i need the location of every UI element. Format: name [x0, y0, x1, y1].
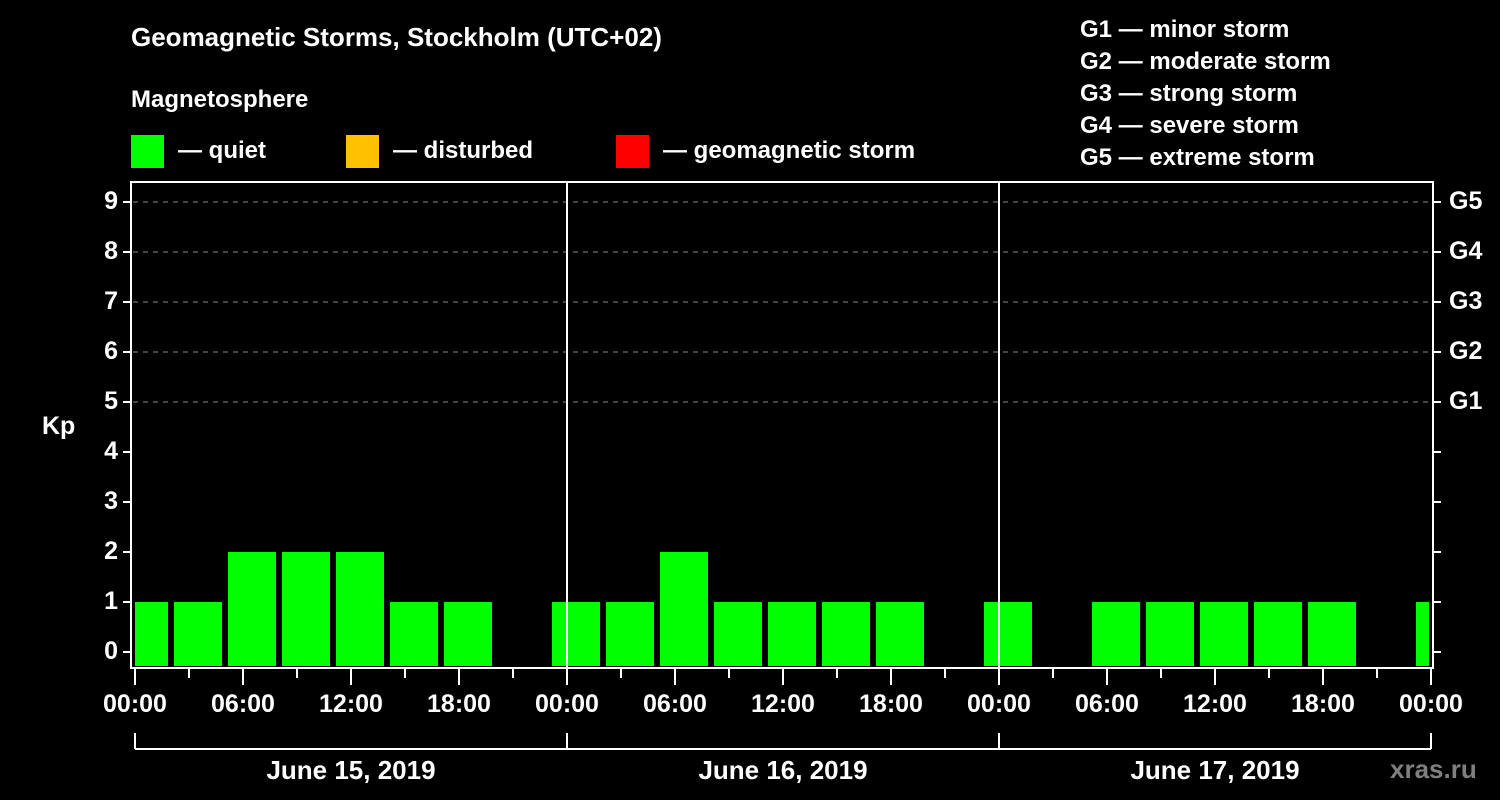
- y-tick-label: 6: [104, 337, 118, 365]
- date-label: June 17, 2019: [1130, 755, 1300, 785]
- kp-bar: [1308, 602, 1356, 666]
- chart-title: Geomagnetic Storms, Stockholm (UTC+02): [131, 22, 662, 52]
- storm-swatch: [616, 134, 649, 168]
- kp-bar: [174, 602, 222, 666]
- kp-bar: [228, 552, 276, 666]
- legend-storm: — geomagnetic storm: [616, 134, 915, 168]
- x-tick-label: 18:00: [427, 690, 491, 718]
- x-tick-label: 00:00: [535, 690, 599, 718]
- y-tick-label: 4: [104, 437, 118, 465]
- quiet-swatch: [131, 134, 164, 168]
- y-tick-label: 8: [104, 237, 118, 265]
- g5-legend: G5 — extreme storm: [1080, 144, 1315, 171]
- y-axis-label: Kp: [42, 412, 76, 440]
- kp-bar: [135, 602, 168, 666]
- x-tick-label: 00:00: [1399, 690, 1463, 718]
- legend-quiet-label: — quiet: [178, 137, 266, 164]
- x-tick-label: 12:00: [1183, 690, 1247, 718]
- kp-bar: [336, 552, 384, 666]
- kp-bar: [1200, 602, 1248, 666]
- g1-legend: G1 — minor storm: [1080, 16, 1290, 43]
- g-level-label: G4: [1449, 237, 1483, 265]
- g2-legend: G2 — moderate storm: [1080, 48, 1331, 75]
- chart-subtitle: Magnetosphere: [131, 86, 309, 113]
- y-tick-label: 7: [104, 287, 118, 315]
- y-tick-label: 0: [104, 637, 118, 665]
- x-tick-label: 18:00: [1291, 690, 1355, 718]
- bars: [135, 552, 1429, 666]
- g-level-label: G1: [1449, 387, 1483, 415]
- y-tick-label: 2: [104, 537, 118, 565]
- x-tick-label: 00:00: [103, 690, 167, 718]
- watermark: xras.ru: [1390, 754, 1477, 784]
- y-tick-label: 3: [104, 487, 118, 515]
- y-tick-label: 1: [104, 587, 118, 615]
- kp-bar: [660, 552, 708, 666]
- kp-bar: [1416, 602, 1429, 666]
- y-tick-label: 5: [104, 387, 118, 415]
- g-level-label: G3: [1449, 287, 1483, 315]
- kp-bar: [768, 602, 816, 666]
- kp-bar: [1254, 602, 1302, 666]
- x-tick-label: 06:00: [643, 690, 707, 718]
- kp-bar: [606, 602, 654, 666]
- kp-bar: [984, 602, 1032, 666]
- kp-bar: [876, 602, 924, 666]
- kp-bar: [390, 602, 438, 666]
- kp-bar: [1092, 602, 1140, 666]
- kp-bar: [282, 552, 330, 666]
- disturbed-swatch: [346, 134, 379, 168]
- legend-disturbed-label: — disturbed: [393, 137, 534, 164]
- kp-bar: [444, 602, 492, 666]
- x-tick-label: 00:00: [967, 690, 1031, 718]
- legend-storm-label: — geomagnetic storm: [663, 137, 916, 164]
- g-level-label: G2: [1449, 337, 1483, 365]
- legend-disturbed: — disturbed: [346, 134, 533, 168]
- kp-bar: [1146, 602, 1194, 666]
- g-scale-legend: G1 — minor storm G2 — moderate storm G3 …: [1080, 14, 1331, 174]
- g-level-label: G5: [1449, 187, 1483, 215]
- date-label: June 15, 2019: [266, 755, 436, 785]
- kp-bar: [822, 602, 870, 666]
- kp-bar: [714, 602, 762, 666]
- kp-bar: [552, 602, 600, 666]
- g3-legend: G3 — strong storm: [1080, 80, 1298, 107]
- g4-legend: G4 — severe storm: [1080, 112, 1299, 139]
- x-tick-label: 06:00: [211, 690, 275, 718]
- y-tick-label: 9: [104, 187, 118, 215]
- x-tick-label: 12:00: [751, 690, 815, 718]
- x-tick-label: 18:00: [859, 690, 923, 718]
- date-label: June 16, 2019: [698, 755, 868, 785]
- x-tick-label: 12:00: [319, 690, 383, 718]
- legend-quiet: — quiet: [131, 134, 266, 168]
- x-tick-label: 06:00: [1075, 690, 1139, 718]
